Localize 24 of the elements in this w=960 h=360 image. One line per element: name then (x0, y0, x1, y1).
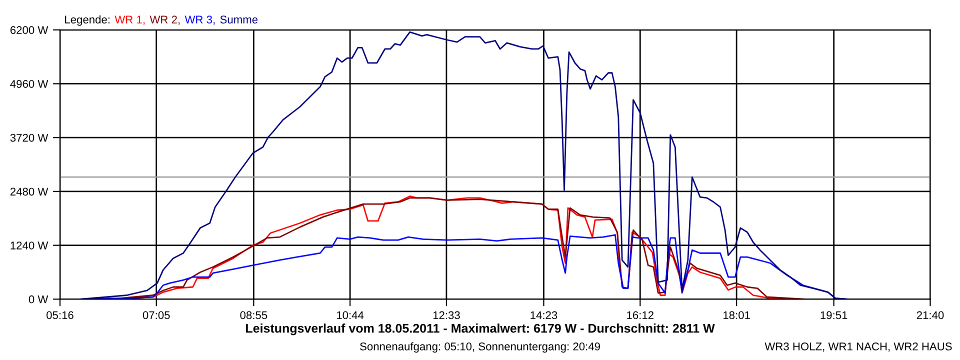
x-tick-label: 18:01 (724, 311, 750, 320)
x-tick-label: 10:44 (336, 311, 364, 320)
y-tick-label: 2480 W (10, 188, 48, 196)
text: Leistungsverlauf vom 18.05.2011 - Maximalwert: 6179 W - Durchschnitt: 2811 W (246, 324, 715, 336)
x-tick-label: 08:55 (240, 311, 268, 320)
x-tick-label: 12:33 (433, 311, 460, 320)
text: WR 1, (114, 16, 145, 25)
text: WR3 HOLZ, WR1 NACH, WR2 HAUS (764, 342, 952, 352)
x-tick-label: 19:51 (820, 311, 848, 320)
x-tick-label: 16:12 (627, 311, 654, 320)
text: Summe (220, 16, 258, 24)
legend-title: Legende: (65, 15, 110, 26)
x-tick-label: 21:40 (916, 311, 944, 320)
x-tick-label: 07:05 (142, 311, 170, 320)
y-tick-label: 3720 W (10, 134, 48, 142)
text: WR 3, (184, 16, 215, 25)
y-tick-label: 4960 W (10, 80, 48, 88)
y-tick-label: 1240 W (10, 242, 48, 250)
x-tick-label: 14:23 (530, 311, 558, 320)
x-tick-label: 05:16 (46, 311, 74, 320)
text: Sonnenaufgang: 05:10, Sonnenuntergang: 20:49 (360, 342, 600, 353)
y-tick-label: 6200 W (10, 26, 48, 34)
y-tick-label: 0 W (28, 295, 48, 304)
text: WR 2, (150, 16, 180, 25)
